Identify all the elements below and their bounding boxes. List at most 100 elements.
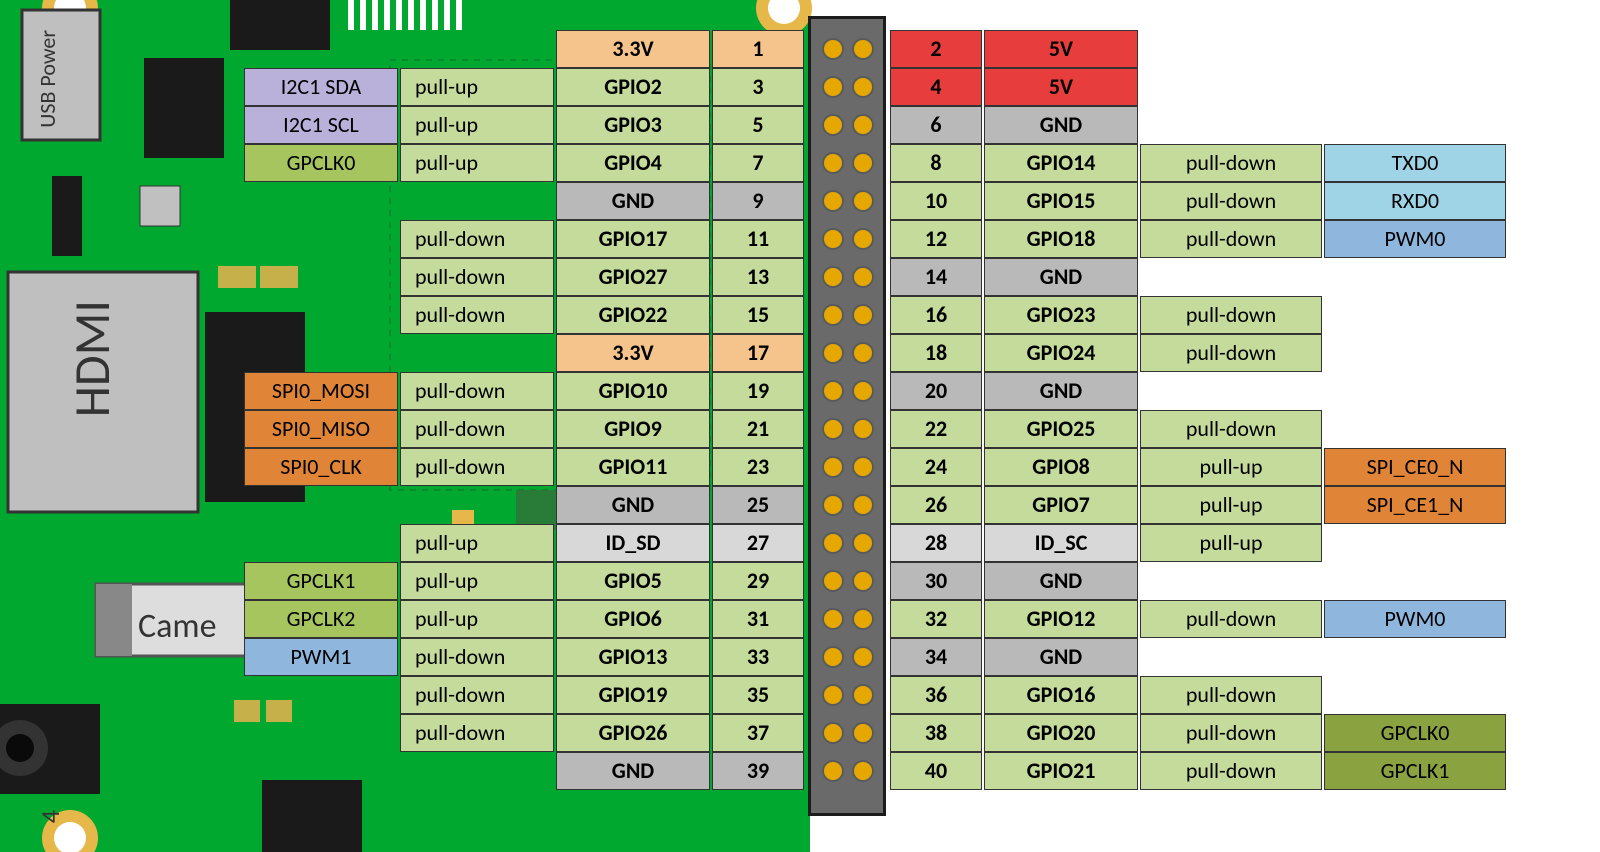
pin-35-name: GPIO19	[556, 676, 710, 714]
pin-38-number: 38	[890, 714, 982, 752]
pin-3-name: GPIO2	[556, 68, 710, 106]
pin-6-name: GND	[984, 106, 1138, 144]
pin-37	[822, 722, 844, 744]
pin-35-pull: pull-down	[400, 676, 554, 714]
pin-36-number: 36	[890, 676, 982, 714]
pin-27-pull: pull-up	[400, 524, 554, 562]
pin-11-pull: pull-down	[400, 220, 554, 258]
pin-6	[852, 114, 874, 136]
pin-34-name: GND	[984, 638, 1138, 676]
pin-19-pull: pull-down	[400, 372, 554, 410]
pin-40-name: GPIO21	[984, 752, 1138, 790]
pin-11-number: 11	[712, 220, 804, 258]
pin-24-name: GPIO8	[984, 448, 1138, 486]
pin-8-alt: TXD0	[1324, 144, 1506, 182]
pin-4-name: 5V	[984, 68, 1138, 106]
pin-4-number: 4	[890, 68, 982, 106]
pin-21-name: GPIO9	[556, 410, 710, 448]
pin-10-name: GPIO15	[984, 182, 1138, 220]
pin-25-number: 25	[712, 486, 804, 524]
pin-21	[822, 418, 844, 440]
pin-28	[852, 532, 874, 554]
pin-34-number: 34	[890, 638, 982, 676]
pin-38-alt: GPCLK0	[1324, 714, 1506, 752]
pin-12-number: 12	[890, 220, 982, 258]
pin-9-name: GND	[556, 182, 710, 220]
pin-23-name: GPIO11	[556, 448, 710, 486]
pin-33-number: 33	[712, 638, 804, 676]
pin-3	[822, 76, 844, 98]
pin-20-name: GND	[984, 372, 1138, 410]
pin-30	[852, 570, 874, 592]
pin-2-name: 5V	[984, 30, 1138, 68]
pin-20-number: 20	[890, 372, 982, 410]
pin-8-number: 8	[890, 144, 982, 182]
pin-4	[852, 76, 874, 98]
pin-29	[822, 570, 844, 592]
pin-21-pull: pull-down	[400, 410, 554, 448]
pin-15-pull: pull-down	[400, 296, 554, 334]
pin-28-pull: pull-up	[1140, 524, 1322, 562]
pin-9-number: 9	[712, 182, 804, 220]
pin-22-pull: pull-down	[1140, 410, 1322, 448]
pin-12-alt: PWM0	[1324, 220, 1506, 258]
pin-23	[822, 456, 844, 478]
pin-10	[852, 190, 874, 212]
pin-40-number: 40	[890, 752, 982, 790]
pin-11-name: GPIO17	[556, 220, 710, 258]
pin-40-pull: pull-down	[1140, 752, 1322, 790]
pin-19	[822, 380, 844, 402]
pin-13-pull: pull-down	[400, 258, 554, 296]
pin-17-name: 3.3V	[556, 334, 710, 372]
pin-15-number: 15	[712, 296, 804, 334]
pin-28-name: ID_SC	[984, 524, 1138, 562]
pin-25-name: GND	[556, 486, 710, 524]
pin-7-pull: pull-up	[400, 144, 554, 182]
pin-39-number: 39	[712, 752, 804, 790]
pin-7	[822, 152, 844, 174]
pin-33-alt: PWM1	[244, 638, 398, 676]
pin-8	[852, 152, 874, 174]
pin-2	[852, 38, 874, 60]
pin-18-pull: pull-down	[1140, 334, 1322, 372]
pin-35-number: 35	[712, 676, 804, 714]
pin-5-name: GPIO3	[556, 106, 710, 144]
pin-23-alt: SPI0_CLK	[244, 448, 398, 486]
pin-3-alt: I2C1 SDA	[244, 68, 398, 106]
pin-7-number: 7	[712, 144, 804, 182]
pin-33-name: GPIO13	[556, 638, 710, 676]
pin-12	[852, 228, 874, 250]
pin-29-alt: GPCLK1	[244, 562, 398, 600]
pin-33-pull: pull-down	[400, 638, 554, 676]
pin-36	[852, 684, 874, 706]
pin-12-pull: pull-down	[1140, 220, 1322, 258]
pin-31	[822, 608, 844, 630]
hdmi-label: HDMI	[62, 300, 123, 417]
pin-39-name: GND	[556, 752, 710, 790]
pin-21-number: 21	[712, 410, 804, 448]
pin-1-name: 3.3V	[556, 30, 710, 68]
pin-26-name: GPIO7	[984, 486, 1138, 524]
pin-15	[822, 304, 844, 326]
pin-26-pull: pull-up	[1140, 486, 1322, 524]
pin-24-alt: SPI_CE0_N	[1324, 448, 1506, 486]
pin-35	[822, 684, 844, 706]
pin-5	[822, 114, 844, 136]
pin-10-pull: pull-down	[1140, 182, 1322, 220]
pin-14-number: 14	[890, 258, 982, 296]
pin-27-name: ID_SD	[556, 524, 710, 562]
pin-15-name: GPIO22	[556, 296, 710, 334]
pin-19-number: 19	[712, 372, 804, 410]
pin-37-number: 37	[712, 714, 804, 752]
pin-7-name: GPIO4	[556, 144, 710, 182]
pin-37-name: GPIO26	[556, 714, 710, 752]
pin-24-number: 24	[890, 448, 982, 486]
pin-10-number: 10	[890, 182, 982, 220]
pin-16-pull: pull-down	[1140, 296, 1322, 334]
pin-26-number: 26	[890, 486, 982, 524]
pin-16-number: 16	[890, 296, 982, 334]
pin-16	[852, 304, 874, 326]
pin-36-pull: pull-down	[1140, 676, 1322, 714]
pin-6-number: 6	[890, 106, 982, 144]
pin-13	[822, 266, 844, 288]
